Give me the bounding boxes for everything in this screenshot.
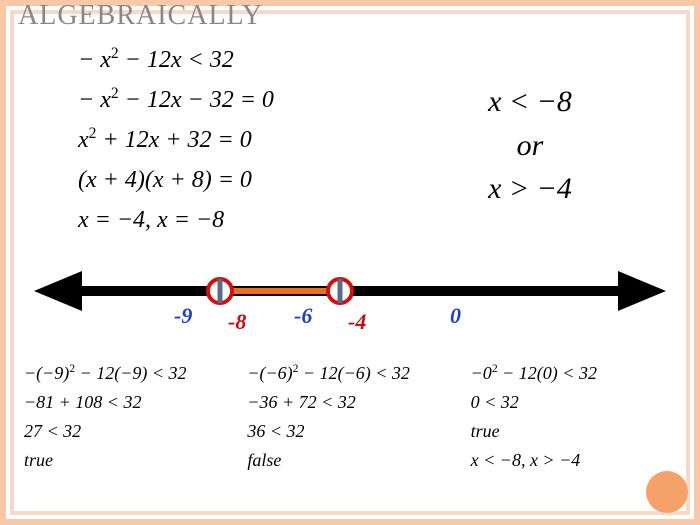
- test-line: 0 < 32: [471, 389, 676, 416]
- test-col-3: −02 − 12(0) < 32 0 < 32 true x < −8, x >…: [471, 360, 676, 476]
- test-line: −81 + 108 < 32: [24, 389, 229, 416]
- tick-label: -9: [174, 303, 192, 329]
- accent-dot: [646, 471, 688, 513]
- test-line: −02 − 12(0) < 32: [471, 360, 676, 387]
- tick-label: -6: [294, 303, 312, 329]
- test-line: x < −8, x > −4: [471, 447, 676, 474]
- test-col-2: −(−6)2 − 12(−6) < 32 −36 + 72 < 32 36 < …: [247, 360, 452, 476]
- test-line: 36 < 32: [247, 418, 452, 445]
- solution-line: or: [440, 124, 620, 168]
- tick-label: -8: [228, 309, 246, 335]
- tick-label: -4: [348, 309, 366, 335]
- test-line: true: [471, 418, 676, 445]
- test-col-1: −(−9)2 − 12(−9) < 32 −81 + 108 < 32 27 <…: [24, 360, 229, 476]
- equation-line: x2 + 12x + 32 = 0: [78, 122, 274, 158]
- test-line: 27 < 32: [24, 418, 229, 445]
- solution-line: x > −4: [440, 167, 620, 211]
- test-line: true: [24, 447, 229, 474]
- test-line: −(−6)2 − 12(−6) < 32: [247, 360, 452, 387]
- test-line: −(−9)2 − 12(−9) < 32: [24, 360, 229, 387]
- solution-box: x < −8 or x > −4: [440, 80, 620, 211]
- equation-line: − x2 − 12x − 32 = 0: [78, 82, 274, 118]
- test-points: −(−9)2 − 12(−9) < 32 −81 + 108 < 32 27 <…: [24, 360, 676, 476]
- equation-steps: − x2 − 12x < 32 − x2 − 12x − 32 = 0 x2 +…: [78, 42, 274, 242]
- tick-label: 0: [450, 303, 461, 329]
- test-line: false: [247, 447, 452, 474]
- solution-line: x < −8: [440, 80, 620, 124]
- page-title: ALGEBRAICALLY: [18, 0, 263, 32]
- equation-line: − x2 − 12x < 32: [78, 42, 274, 78]
- equation-line: x = −4, x = −8: [78, 202, 274, 238]
- test-line: −36 + 72 < 32: [247, 389, 452, 416]
- equation-line: (x + 4)(x + 8) = 0: [78, 162, 274, 198]
- number-line: -9 -8 -6 -4 0: [30, 265, 670, 325]
